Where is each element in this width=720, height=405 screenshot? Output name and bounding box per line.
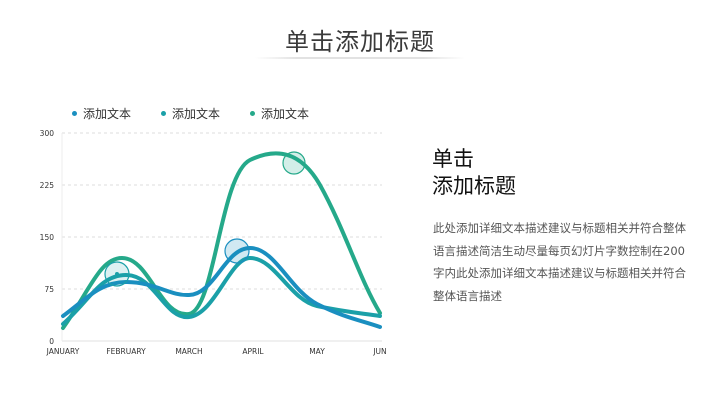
series-line-3	[61, 151, 382, 330]
page-title: 单击添加标题	[285, 28, 435, 56]
svg-text:FEBRUARY: FEBRUARY	[106, 347, 146, 356]
chart-legend: 添加文本 添加文本 添加文本	[72, 105, 309, 122]
series-line-1	[61, 245, 382, 329]
legend-item: 添加文本	[250, 105, 309, 122]
svg-text:225: 225	[40, 181, 55, 190]
svg-text:APRIL: APRIL	[242, 347, 264, 356]
legend-label: 添加文本	[172, 107, 221, 121]
y-tick-labels: 300 225 150 75 0	[40, 129, 55, 346]
legend-label: 添加文本	[83, 107, 132, 121]
legend-dot-icon	[250, 111, 256, 116]
x-tick-labels: JANUARY FEBRUARY MARCH APRIL MAY JUN	[46, 347, 387, 356]
highlight-point[interactable]	[224, 238, 250, 264]
side-description: 此处添加详细文本描述建议与标题相关并符合整体语言描述简洁生动尽量每页幻灯片字数控…	[433, 221, 686, 303]
svg-text:MAY: MAY	[309, 347, 325, 356]
svg-text:150: 150	[40, 233, 55, 242]
svg-text:0: 0	[49, 337, 54, 346]
svg-text:JUN: JUN	[372, 347, 386, 356]
svg-text:300: 300	[40, 129, 55, 138]
svg-text:MARCH: MARCH	[175, 347, 202, 356]
title-divider	[255, 57, 465, 59]
legend-dot-icon	[161, 111, 167, 116]
side-heading: 单击 添加标题	[432, 146, 516, 200]
gridlines	[62, 132, 382, 290]
side-heading-line2: 添加标题	[432, 174, 516, 198]
highlight-point-dot	[115, 272, 119, 276]
svg-text:75: 75	[44, 285, 54, 294]
legend-item: 添加文本	[161, 105, 220, 122]
highlight-point[interactable]	[282, 151, 306, 175]
legend-dot-icon	[72, 111, 77, 116]
legend-item: 添加文本	[72, 105, 131, 122]
svg-text:JANUARY: JANUARY	[46, 347, 80, 356]
side-heading-line1: 单击	[432, 147, 474, 171]
legend-label: 添加文本	[261, 107, 310, 121]
